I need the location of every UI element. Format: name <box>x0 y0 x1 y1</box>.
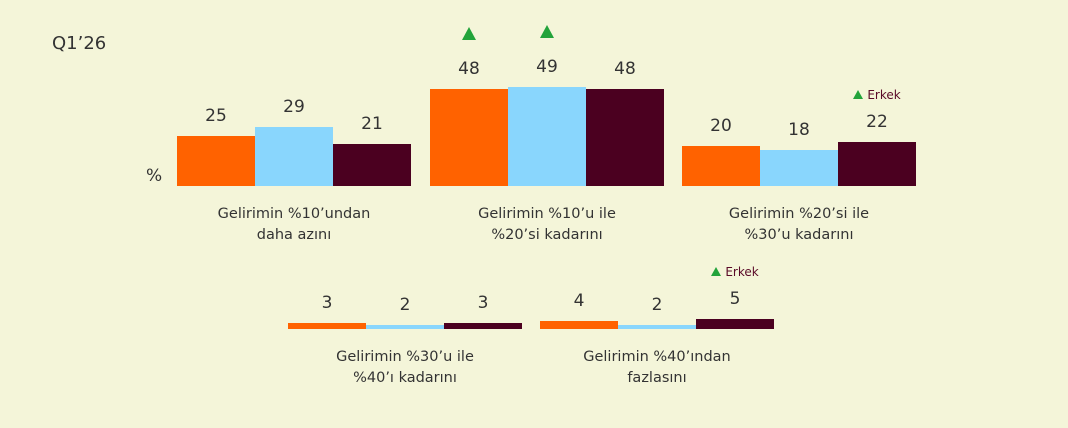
value-label: 5 <box>729 288 741 309</box>
bar <box>618 324 696 329</box>
value-label: 25 <box>205 105 227 126</box>
annotation-text: Erkek <box>725 264 759 279</box>
value-label: 4 <box>573 290 585 311</box>
bar <box>508 87 586 186</box>
bar <box>366 324 444 329</box>
category-label: Gelirimin %30’u ile %40’ı kadarını <box>336 349 474 386</box>
value-label: 22 <box>866 111 888 132</box>
up-marker <box>711 266 722 276</box>
bar <box>333 143 411 186</box>
chart-title: Q1’26 <box>52 33 107 54</box>
value-label: 29 <box>283 97 305 118</box>
bar <box>255 127 333 186</box>
bar <box>177 135 255 186</box>
up-marker <box>540 25 554 39</box>
bar <box>586 89 664 186</box>
value-label: 2 <box>651 294 663 315</box>
value-label: 18 <box>788 119 810 140</box>
annotation-text: Erkek <box>867 87 901 102</box>
category-label: Gelirimin %10’undan daha azını <box>217 206 371 243</box>
y-axis-label: % <box>146 166 163 186</box>
bar <box>288 322 366 329</box>
up-marker <box>853 89 864 99</box>
bar <box>760 149 838 186</box>
value-label: 21 <box>361 113 383 134</box>
category-label: Gelirimin %20’si ile %30’u kadarını <box>728 206 870 243</box>
category-label: Gelirimin %40’ından fazlasını <box>583 349 731 386</box>
value-label: 48 <box>458 59 480 80</box>
annotation: Erkek <box>696 265 774 279</box>
category-label: Gelirimin %10’u ile %20’si kadarını <box>478 206 616 243</box>
value-label: 3 <box>321 292 333 313</box>
value-label: 3 <box>477 292 489 313</box>
bar <box>444 322 522 329</box>
annotation: Erkek <box>838 88 916 102</box>
bar <box>430 89 508 186</box>
value-label: 48 <box>614 59 636 80</box>
bar <box>696 318 774 329</box>
bar <box>838 141 916 186</box>
up-marker <box>462 27 476 41</box>
bar <box>682 145 760 186</box>
value-label: 2 <box>399 294 411 315</box>
value-label: 20 <box>710 115 732 136</box>
bar <box>540 320 618 329</box>
value-label: 49 <box>536 57 558 78</box>
